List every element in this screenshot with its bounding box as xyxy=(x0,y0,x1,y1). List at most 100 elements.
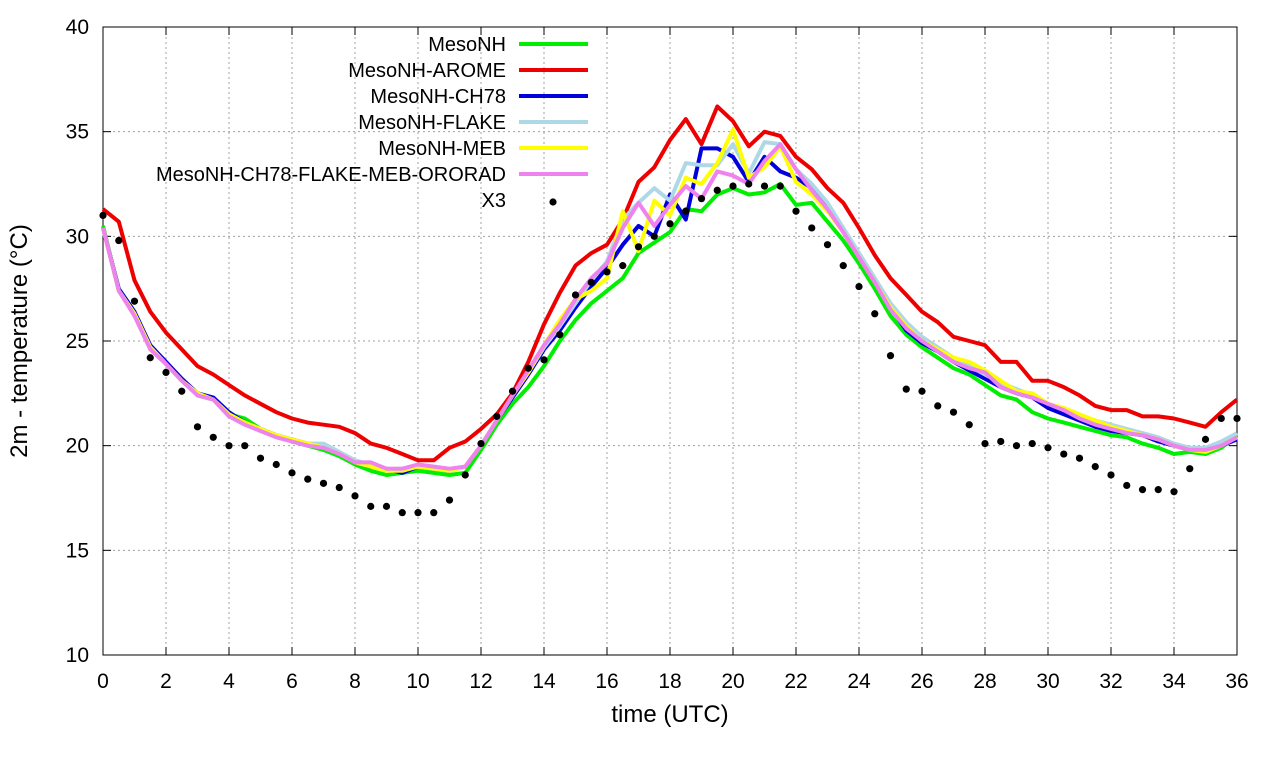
y-tick-label: 40 xyxy=(66,16,89,39)
data-point xyxy=(760,182,769,190)
data-point xyxy=(1107,471,1115,479)
data-point xyxy=(130,297,139,305)
data-point xyxy=(1154,486,1162,494)
data-point xyxy=(430,509,438,517)
data-point xyxy=(193,423,202,431)
x-tick-label: 34 xyxy=(1162,670,1186,693)
data-point xyxy=(225,442,233,450)
data-point xyxy=(382,502,391,510)
data-point xyxy=(729,182,737,190)
ticks: 0 2 4 6 8 10 12 14 16 18 20 22 24 26 28 30 32 34 361015202… xyxy=(66,16,1249,693)
legend-label: MesoNH-CH78-FLAKE-MEB-ORORAD xyxy=(156,164,506,186)
data-point xyxy=(209,433,217,441)
data-point xyxy=(823,241,832,249)
x-tick-label: 6 xyxy=(286,670,298,693)
legend-marker xyxy=(549,198,557,206)
y-tick-label: 30 xyxy=(66,225,89,248)
data-point xyxy=(1217,414,1225,423)
legend-label: X3 xyxy=(482,190,506,212)
y-tick-label: 20 xyxy=(66,435,89,458)
x-tick-label: 0 xyxy=(97,670,109,693)
x-tick-label: 32 xyxy=(1099,670,1122,693)
y-axis-title: 2m - temperature (°C) xyxy=(6,224,33,458)
data-point xyxy=(256,454,265,462)
data-point xyxy=(871,310,879,318)
x-tick-label: 28 xyxy=(973,670,996,693)
x-tick-label: 4 xyxy=(223,670,235,693)
data-point xyxy=(319,479,328,487)
data-point xyxy=(949,408,958,416)
data-point xyxy=(902,385,910,393)
data-point xyxy=(713,186,721,194)
data-point xyxy=(524,364,532,372)
data-point xyxy=(697,195,706,203)
data-point xyxy=(1123,481,1131,490)
y-tick-label: 15 xyxy=(66,539,89,562)
data-point xyxy=(792,207,800,215)
data-point xyxy=(288,469,296,477)
data-point xyxy=(1233,414,1241,423)
data-point xyxy=(634,243,643,251)
data-point xyxy=(540,356,548,364)
data-point xyxy=(493,412,501,420)
data-point xyxy=(241,442,249,450)
data-point xyxy=(335,483,343,492)
legend: MesoNH MesoNH-AROME MesoNH-CH78 MesoNH-FLAK… xyxy=(156,34,588,212)
data-point xyxy=(477,439,485,448)
x-tick-label: 36 xyxy=(1225,670,1248,693)
x-tick-label: 12 xyxy=(469,670,492,693)
y-tick-label: 10 xyxy=(66,644,89,667)
data-point xyxy=(351,492,359,500)
legend-label: MesoNH-FLAKE xyxy=(358,112,506,134)
data-point xyxy=(1075,454,1084,462)
x-tick-label: 14 xyxy=(532,670,556,693)
data-point xyxy=(965,421,973,429)
data-point xyxy=(934,402,942,410)
data-point xyxy=(918,387,926,395)
x-tick-label: 30 xyxy=(1036,670,1059,693)
data-point xyxy=(619,262,627,270)
data-point xyxy=(508,387,517,395)
x-tick-label: 18 xyxy=(658,670,681,693)
legend-label: MesoNH-MEB xyxy=(378,138,506,160)
data-point xyxy=(398,509,406,517)
data-point xyxy=(461,471,469,479)
x-tick-label: 24 xyxy=(847,670,871,693)
x-tick-label: 26 xyxy=(910,670,933,693)
data-point xyxy=(445,496,454,504)
data-point xyxy=(839,262,847,270)
data-point xyxy=(272,460,280,469)
data-point xyxy=(1186,465,1194,473)
data-point xyxy=(571,291,580,299)
data-point xyxy=(1044,444,1052,452)
data-point xyxy=(1138,486,1147,494)
data-point xyxy=(1012,442,1021,450)
data-point xyxy=(682,207,690,215)
data-point xyxy=(304,475,312,483)
x-tick-label: 10 xyxy=(406,670,429,693)
legend-label: MesoNH xyxy=(428,34,506,56)
data-point xyxy=(99,211,107,219)
data-point xyxy=(603,268,611,276)
data-point xyxy=(146,354,154,362)
data-point xyxy=(162,368,170,376)
x-tick-label: 8 xyxy=(349,670,361,693)
x-axis-title: time (UTC) xyxy=(611,701,728,728)
data-point xyxy=(1028,439,1036,448)
y-tick-label: 25 xyxy=(66,330,89,353)
x-tick-label: 16 xyxy=(595,670,618,693)
data-point xyxy=(855,282,863,291)
data-point xyxy=(1060,450,1068,458)
data-point xyxy=(178,387,186,395)
data-point xyxy=(1201,435,1210,443)
grid xyxy=(103,27,1237,655)
data-point xyxy=(650,232,658,240)
data-point xyxy=(115,236,123,245)
data-point xyxy=(414,509,422,517)
data-point xyxy=(556,331,564,339)
data-point xyxy=(776,182,784,190)
data-point xyxy=(587,278,595,286)
data-point xyxy=(367,502,375,510)
data-point xyxy=(997,437,1005,446)
